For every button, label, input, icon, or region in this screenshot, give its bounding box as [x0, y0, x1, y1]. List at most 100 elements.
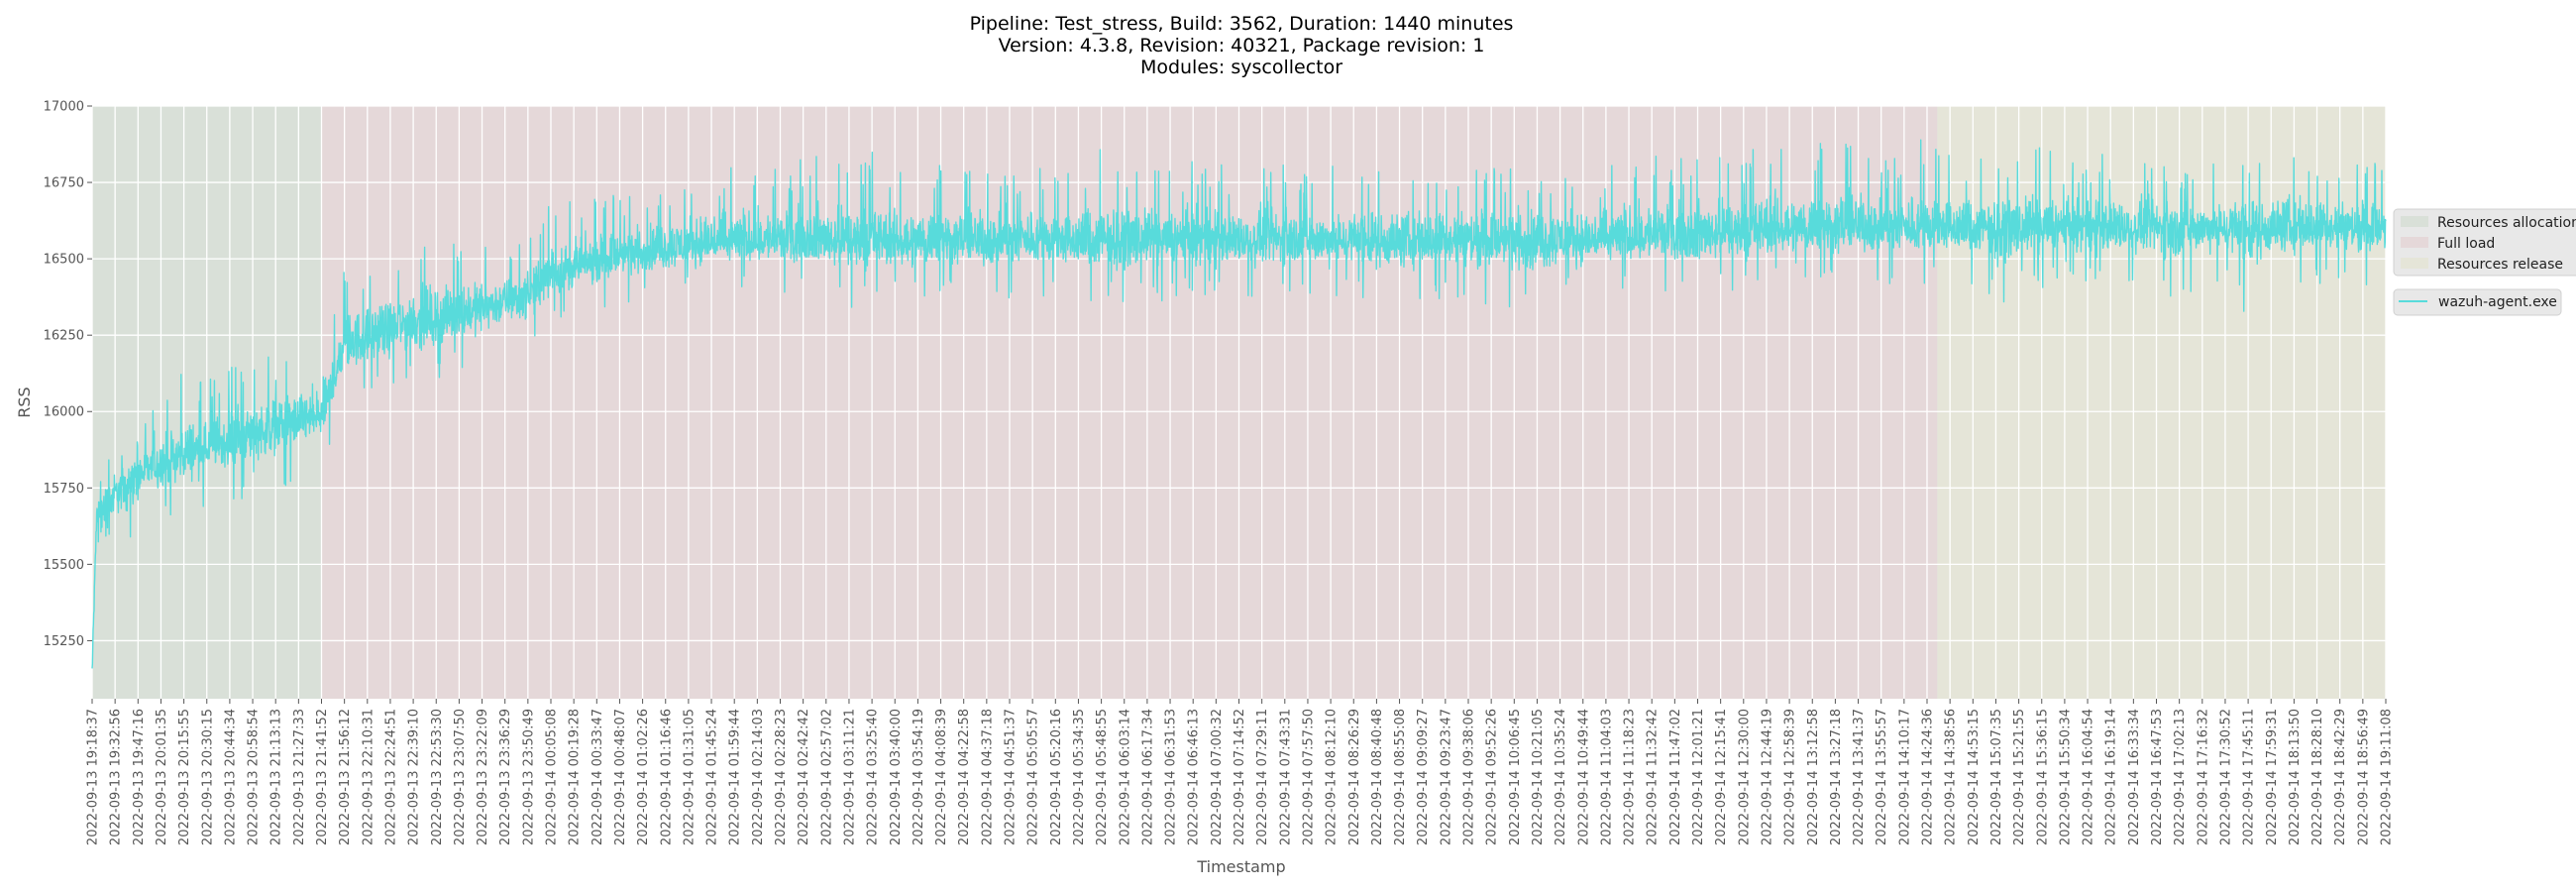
x-tick-label: 2022-09-14 17:30:52: [2218, 709, 2233, 845]
x-tick-label: 2022-09-14 13:41:37: [1852, 709, 1867, 845]
x-tick-label: 2022-09-14 11:04:03: [1599, 709, 1614, 845]
x-tick-label: 2022-09-14 18:42:29: [2333, 709, 2348, 845]
y-tick-label: 16500: [44, 253, 84, 268]
x-tick-label: 2022-09-13 23:50:49: [521, 709, 536, 845]
x-tick-label: 2022-09-14 03:11:21: [842, 709, 857, 845]
legend-series: wazuh-agent.exe: [2393, 288, 2562, 316]
legend-swatch-resources-release: [2401, 258, 2428, 269]
x-tick-label: 2022-09-14 10:06:45: [1508, 709, 1523, 845]
x-tick-label: 2022-09-14 10:49:44: [1576, 709, 1591, 845]
legend-phases: Resources allocation Full load Resources…: [2393, 208, 2576, 277]
x-tick-label: 2022-09-14 10:35:24: [1554, 709, 1568, 845]
x-tick-label: 2022-09-14 05:34:35: [1072, 709, 1087, 845]
x-tick-label: 2022-09-14 12:58:39: [1783, 709, 1798, 845]
x-tick-label: 2022-09-13 21:13:13: [269, 709, 284, 845]
x-tick-label: 2022-09-14 16:04:54: [2082, 709, 2096, 845]
x-tick-label: 2022-09-14 08:12:10: [1325, 709, 1340, 845]
chart-title: Pipeline: Test_stress, Build: 3562, Dura…: [970, 13, 1514, 78]
x-tick-label: 2022-09-14 14:10:17: [1897, 709, 1912, 845]
x-tick-label: 2022-09-14 05:05:57: [1026, 709, 1041, 845]
x-tick-label: 2022-09-14 14:38:56: [1944, 709, 1959, 845]
x-tick-label: 2022-09-14 07:00:32: [1210, 709, 1225, 845]
x-tick-label: 2022-09-14 15:36:15: [2035, 709, 2050, 845]
x-tick-label: 2022-09-14 12:15:41: [1714, 709, 1729, 845]
x-tick-label: 2022-09-14 15:07:35: [1989, 709, 2004, 845]
y-tick-label: 15500: [44, 558, 84, 573]
legend-label-resources-allocation: Resources allocation: [2437, 215, 2576, 231]
x-tick-label: 2022-09-14 04:08:39: [934, 709, 949, 845]
x-tick-label: 2022-09-14 15:21:55: [2012, 709, 2027, 845]
x-tick-label: 2022-09-14 16:19:14: [2104, 709, 2119, 845]
x-tick-label: 2022-09-14 05:48:55: [1095, 709, 1110, 845]
x-tick-label: 2022-09-14 14:53:15: [1967, 709, 1982, 845]
y-axis-ticks: 15250 15500 15750 16000 16250 16500 16750 17000: [44, 100, 92, 649]
x-tick-label: 2022-09-14 18:13:50: [2288, 709, 2303, 845]
x-tick-label: 2022-09-13 22:10:31: [361, 709, 376, 845]
y-tick-label: 16250: [44, 329, 84, 344]
x-axis-label: Timestamp: [1196, 857, 1285, 876]
x-tick-label: 2022-09-14 16:47:53: [2150, 709, 2165, 845]
x-tick-label: 2022-09-14 00:48:07: [613, 709, 628, 845]
x-tick-label: 2022-09-13 20:58:54: [247, 709, 262, 845]
y-tick-label: 16000: [44, 405, 84, 420]
x-tick-label: 2022-09-14 09:09:27: [1416, 709, 1431, 845]
x-tick-label: 2022-09-14 04:37:18: [980, 709, 995, 845]
x-tick-label: 2022-09-14 03:40:00: [889, 709, 904, 845]
x-tick-label: 2022-09-14 01:59:44: [728, 709, 743, 845]
x-tick-label: 2022-09-14 08:55:08: [1393, 709, 1408, 845]
x-tick-label: 2022-09-14 08:26:29: [1347, 709, 1362, 845]
x-tick-label: 2022-09-14 01:45:24: [705, 709, 720, 845]
x-tick-label: 2022-09-14 16:33:34: [2127, 709, 2142, 845]
x-tick-label: 2022-09-14 13:27:18: [1829, 709, 1844, 845]
x-tick-label: 2022-09-14 07:57:50: [1301, 709, 1316, 845]
x-tick-label: 2022-09-13 20:44:34: [223, 709, 238, 845]
x-tick-label: 2022-09-13 19:47:16: [132, 709, 147, 845]
phase-spans: [92, 106, 2386, 699]
y-axis-label: RSS: [15, 387, 34, 417]
legend-label-wazuh-agent: wazuh-agent.exe: [2438, 294, 2557, 310]
x-tick-label: 2022-09-14 07:14:52: [1233, 709, 1247, 845]
x-tick-label: 2022-09-14 06:17:34: [1140, 709, 1155, 845]
x-tick-label: 2022-09-14 14:24:36: [1921, 709, 1936, 845]
x-tick-label: 2022-09-13 21:27:33: [292, 709, 307, 845]
x-tick-label: 2022-09-14 00:19:28: [568, 709, 583, 845]
x-tick-label: 2022-09-13 20:01:35: [155, 709, 169, 845]
x-tick-label: 2022-09-14 09:23:47: [1439, 709, 1453, 845]
legend-series-box: [2393, 288, 2562, 316]
x-tick-label: 2022-09-14 07:43:31: [1278, 709, 1293, 845]
x-tick-label: 2022-09-14 03:54:19: [912, 709, 926, 845]
x-tick-label: 2022-09-14 01:02:26: [636, 709, 651, 845]
x-tick-label: 2022-09-14 18:28:10: [2310, 709, 2325, 845]
x-tick-label: 2022-09-13 23:36:29: [498, 709, 513, 845]
x-tick-label: 2022-09-14 01:31:05: [682, 709, 697, 845]
x-tick-label: 2022-09-13 20:15:55: [177, 709, 192, 845]
x-tick-label: 2022-09-14 03:25:40: [866, 709, 881, 845]
x-axis-ticks: 2022-09-13 19:18:37 2022-09-13 19:32:56 20…: [86, 699, 2395, 845]
x-tick-label: 2022-09-13 23:07:50: [453, 709, 468, 845]
grid-lines: [91, 105, 2387, 699]
y-tick-label: 15250: [44, 634, 84, 649]
x-tick-label: 2022-09-13 19:18:37: [86, 709, 101, 845]
x-tick-label: 2022-09-13 20:30:15: [200, 709, 215, 845]
x-tick-label: 2022-09-14 12:01:21: [1691, 709, 1706, 845]
x-tick-label: 2022-09-13 22:39:10: [407, 709, 422, 845]
x-tick-label: 2022-09-14 00:05:08: [545, 709, 560, 845]
x-tick-label: 2022-09-14 05:20:16: [1049, 709, 1064, 845]
y-tick-label: 16750: [44, 176, 84, 191]
legend-label-resources-release: Resources release: [2437, 257, 2563, 273]
title-line-3: Modules: syscollector: [1140, 56, 1342, 78]
legend-label-full-load: Full load: [2437, 236, 2495, 252]
x-tick-label: 2022-09-14 18:56:49: [2356, 709, 2371, 845]
x-tick-label: 2022-09-14 04:22:58: [957, 709, 972, 845]
legend-swatch-resources-allocation: [2401, 216, 2428, 227]
title-line-1: Pipeline: Test_stress, Build: 3562, Dura…: [970, 13, 1514, 35]
x-tick-label: 2022-09-14 15:50:34: [2058, 709, 2073, 845]
x-tick-label: 2022-09-14 09:52:26: [1485, 709, 1500, 845]
x-tick-label: 2022-09-14 07:29:11: [1255, 709, 1270, 845]
x-tick-label: 2022-09-14 17:59:31: [2265, 709, 2280, 845]
x-tick-label: 2022-09-13 21:41:52: [315, 709, 330, 845]
x-tick-label: 2022-09-13 21:56:12: [338, 709, 353, 845]
x-tick-label: 2022-09-14 11:18:23: [1623, 709, 1638, 845]
x-tick-label: 2022-09-13 19:32:56: [109, 709, 124, 845]
y-tick-label: 15750: [44, 482, 84, 497]
